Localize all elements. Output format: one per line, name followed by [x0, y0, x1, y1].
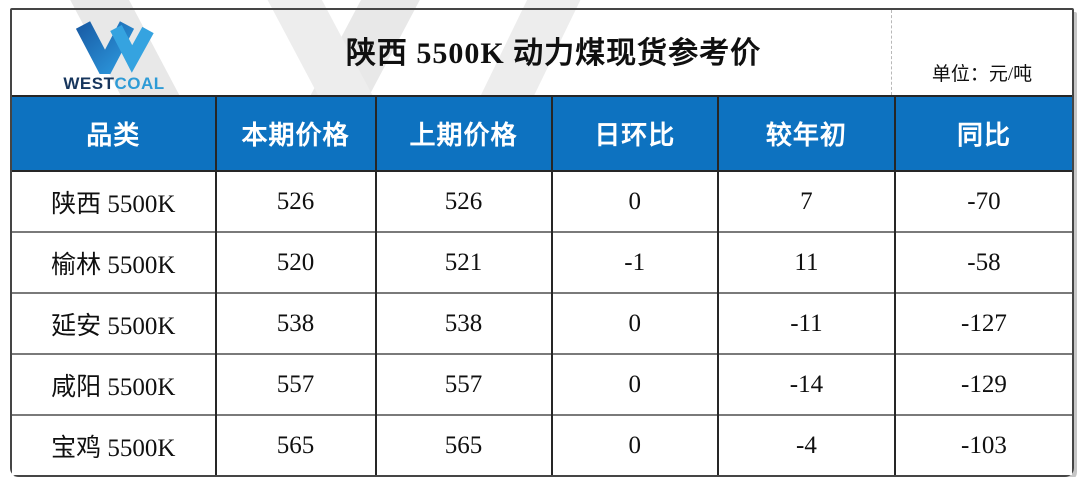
cell-day-over-day: 0	[550, 292, 718, 354]
column-header-previous-price: 上期价格	[374, 95, 552, 172]
table-row: 陕西 5500K 526 526 0 7 -70	[12, 171, 1072, 232]
westcoal-logo-text: WESTCOAL	[63, 75, 164, 92]
table-header-row: 品类 本期价格 上期价格 日环比 较年初 同比	[12, 95, 1072, 172]
cell-vs-year-start: -4	[716, 414, 895, 475]
price-table-card: WESTCOAL 陕西 5500K 动力煤现货参考价 单位：元/吨 品类 本期价…	[10, 8, 1074, 477]
cell-day-over-day: 0	[550, 171, 718, 232]
table-row: 榆林 5500K 520 521 -1 11 -58	[12, 231, 1072, 293]
cell-category: 宝鸡 5500K	[12, 414, 216, 475]
cell-current-price: 565	[214, 414, 376, 475]
column-header-day-over-day: 日环比	[550, 95, 718, 172]
cell-vs-year-start: -14	[716, 353, 895, 415]
page-title: 陕西 5500K 动力煤现货参考价	[345, 36, 762, 70]
cell-previous-price: 538	[374, 292, 552, 354]
price-table: 品类 本期价格 上期价格 日环比 较年初 同比 陕西 5500K 526 526…	[12, 95, 1072, 475]
logo-text-west: WEST	[63, 73, 115, 93]
table-row: 宝鸡 5500K 565 565 0 -4 -103	[12, 414, 1072, 475]
cell-previous-price: 526	[374, 171, 552, 232]
logo-text-coal: COAL	[114, 73, 165, 93]
table-row: 延安 5500K 538 538 0 -11 -127	[12, 292, 1072, 354]
westcoal-logo: WESTCOAL	[12, 10, 216, 95]
cell-day-over-day: 0	[550, 353, 718, 415]
banner: WESTCOAL 陕西 5500K 动力煤现货参考价 单位：元/吨	[12, 10, 1072, 95]
cell-day-over-day: 0	[550, 414, 718, 475]
cell-previous-price: 557	[374, 353, 552, 415]
westcoal-logo-icon	[75, 20, 154, 74]
cell-year-over-year: -127	[893, 292, 1072, 354]
cell-current-price: 520	[214, 231, 376, 293]
column-header-year-over-year: 同比	[893, 95, 1072, 172]
column-header-category: 品类	[12, 95, 216, 172]
cell-category: 榆林 5500K	[12, 231, 216, 293]
cell-category: 陕西 5500K	[12, 171, 216, 232]
cell-vs-year-start: 11	[716, 231, 895, 293]
cell-day-over-day: -1	[550, 231, 718, 293]
table-row: 咸阳 5500K 557 557 0 -14 -129	[12, 353, 1072, 415]
cell-category: 咸阳 5500K	[12, 353, 216, 415]
cell-current-price: 557	[214, 353, 376, 415]
cell-previous-price: 565	[374, 414, 552, 475]
cell-year-over-year: -70	[893, 171, 1072, 232]
cell-current-price: 526	[214, 171, 376, 232]
cell-year-over-year: -58	[893, 231, 1072, 293]
unit-label: 单位：元/吨	[891, 10, 1072, 95]
cell-vs-year-start: 7	[716, 171, 895, 232]
column-header-current-price: 本期价格	[214, 95, 376, 172]
column-header-vs-year-start: 较年初	[716, 95, 895, 172]
cell-vs-year-start: -11	[716, 292, 895, 354]
cell-previous-price: 521	[374, 231, 552, 293]
cell-current-price: 538	[214, 292, 376, 354]
cell-year-over-year: -103	[893, 414, 1072, 475]
cell-category: 延安 5500K	[12, 292, 216, 354]
cell-year-over-year: -129	[893, 353, 1072, 415]
